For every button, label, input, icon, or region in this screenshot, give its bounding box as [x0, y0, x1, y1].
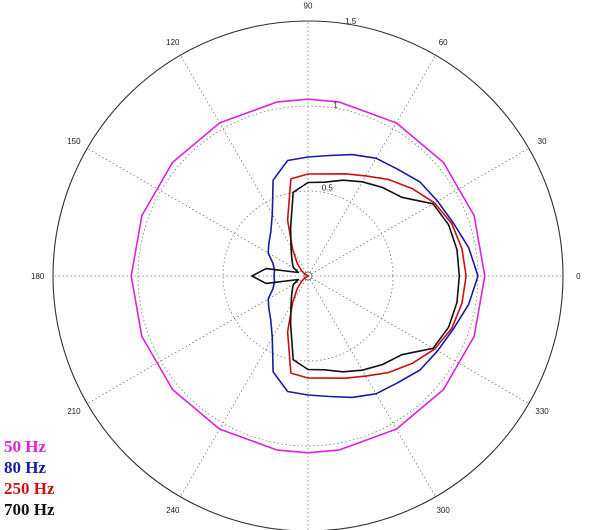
angle-label-120: 120	[166, 38, 180, 47]
angle-label-180: 180	[31, 272, 45, 281]
radius-label-0: 0.5	[322, 184, 334, 193]
angle-label-30: 30	[538, 137, 547, 146]
outer-boundary	[52, 20, 564, 530]
spoke-330	[307, 275, 530, 404]
tick-labels: 03060901201501802102402703003300.511.5	[31, 2, 581, 515]
series-line-700hz	[251, 179, 461, 373]
angle-label-210: 210	[67, 407, 81, 416]
spoke-30	[307, 148, 530, 277]
angle-label-300: 300	[436, 506, 450, 515]
series-line-50hz	[130, 98, 486, 454]
angle-label-150: 150	[67, 137, 81, 146]
angle-label-90: 90	[304, 2, 313, 11]
legend: 50 Hz 80 Hz 250 Hz 700 Hz	[4, 436, 55, 520]
spoke-150	[86, 148, 309, 277]
spoke-300	[307, 275, 436, 498]
angle-label-330: 330	[535, 407, 549, 416]
spoke-240	[180, 275, 309, 498]
legend-item-80hz: 80 Hz	[4, 458, 47, 477]
spoke-120	[180, 54, 309, 277]
angle-label-240: 240	[166, 506, 180, 515]
spoke-210	[86, 275, 309, 404]
legend-item-50hz: 50 Hz	[4, 437, 47, 456]
radius-label-1: 1	[333, 100, 338, 109]
angle-label-0: 0	[576, 272, 581, 281]
series-line-250hz	[286, 173, 467, 379]
series-layer	[130, 98, 486, 454]
legend-item-250hz: 250 Hz	[4, 479, 55, 498]
legend-item-700hz: 700 Hz	[4, 500, 55, 519]
series-line-80hz	[267, 153, 479, 399]
spoke-60	[307, 54, 436, 277]
radius-label-2: 1.5	[345, 17, 357, 26]
angle-label-60: 60	[439, 38, 448, 47]
polar-grid	[52, 20, 564, 530]
